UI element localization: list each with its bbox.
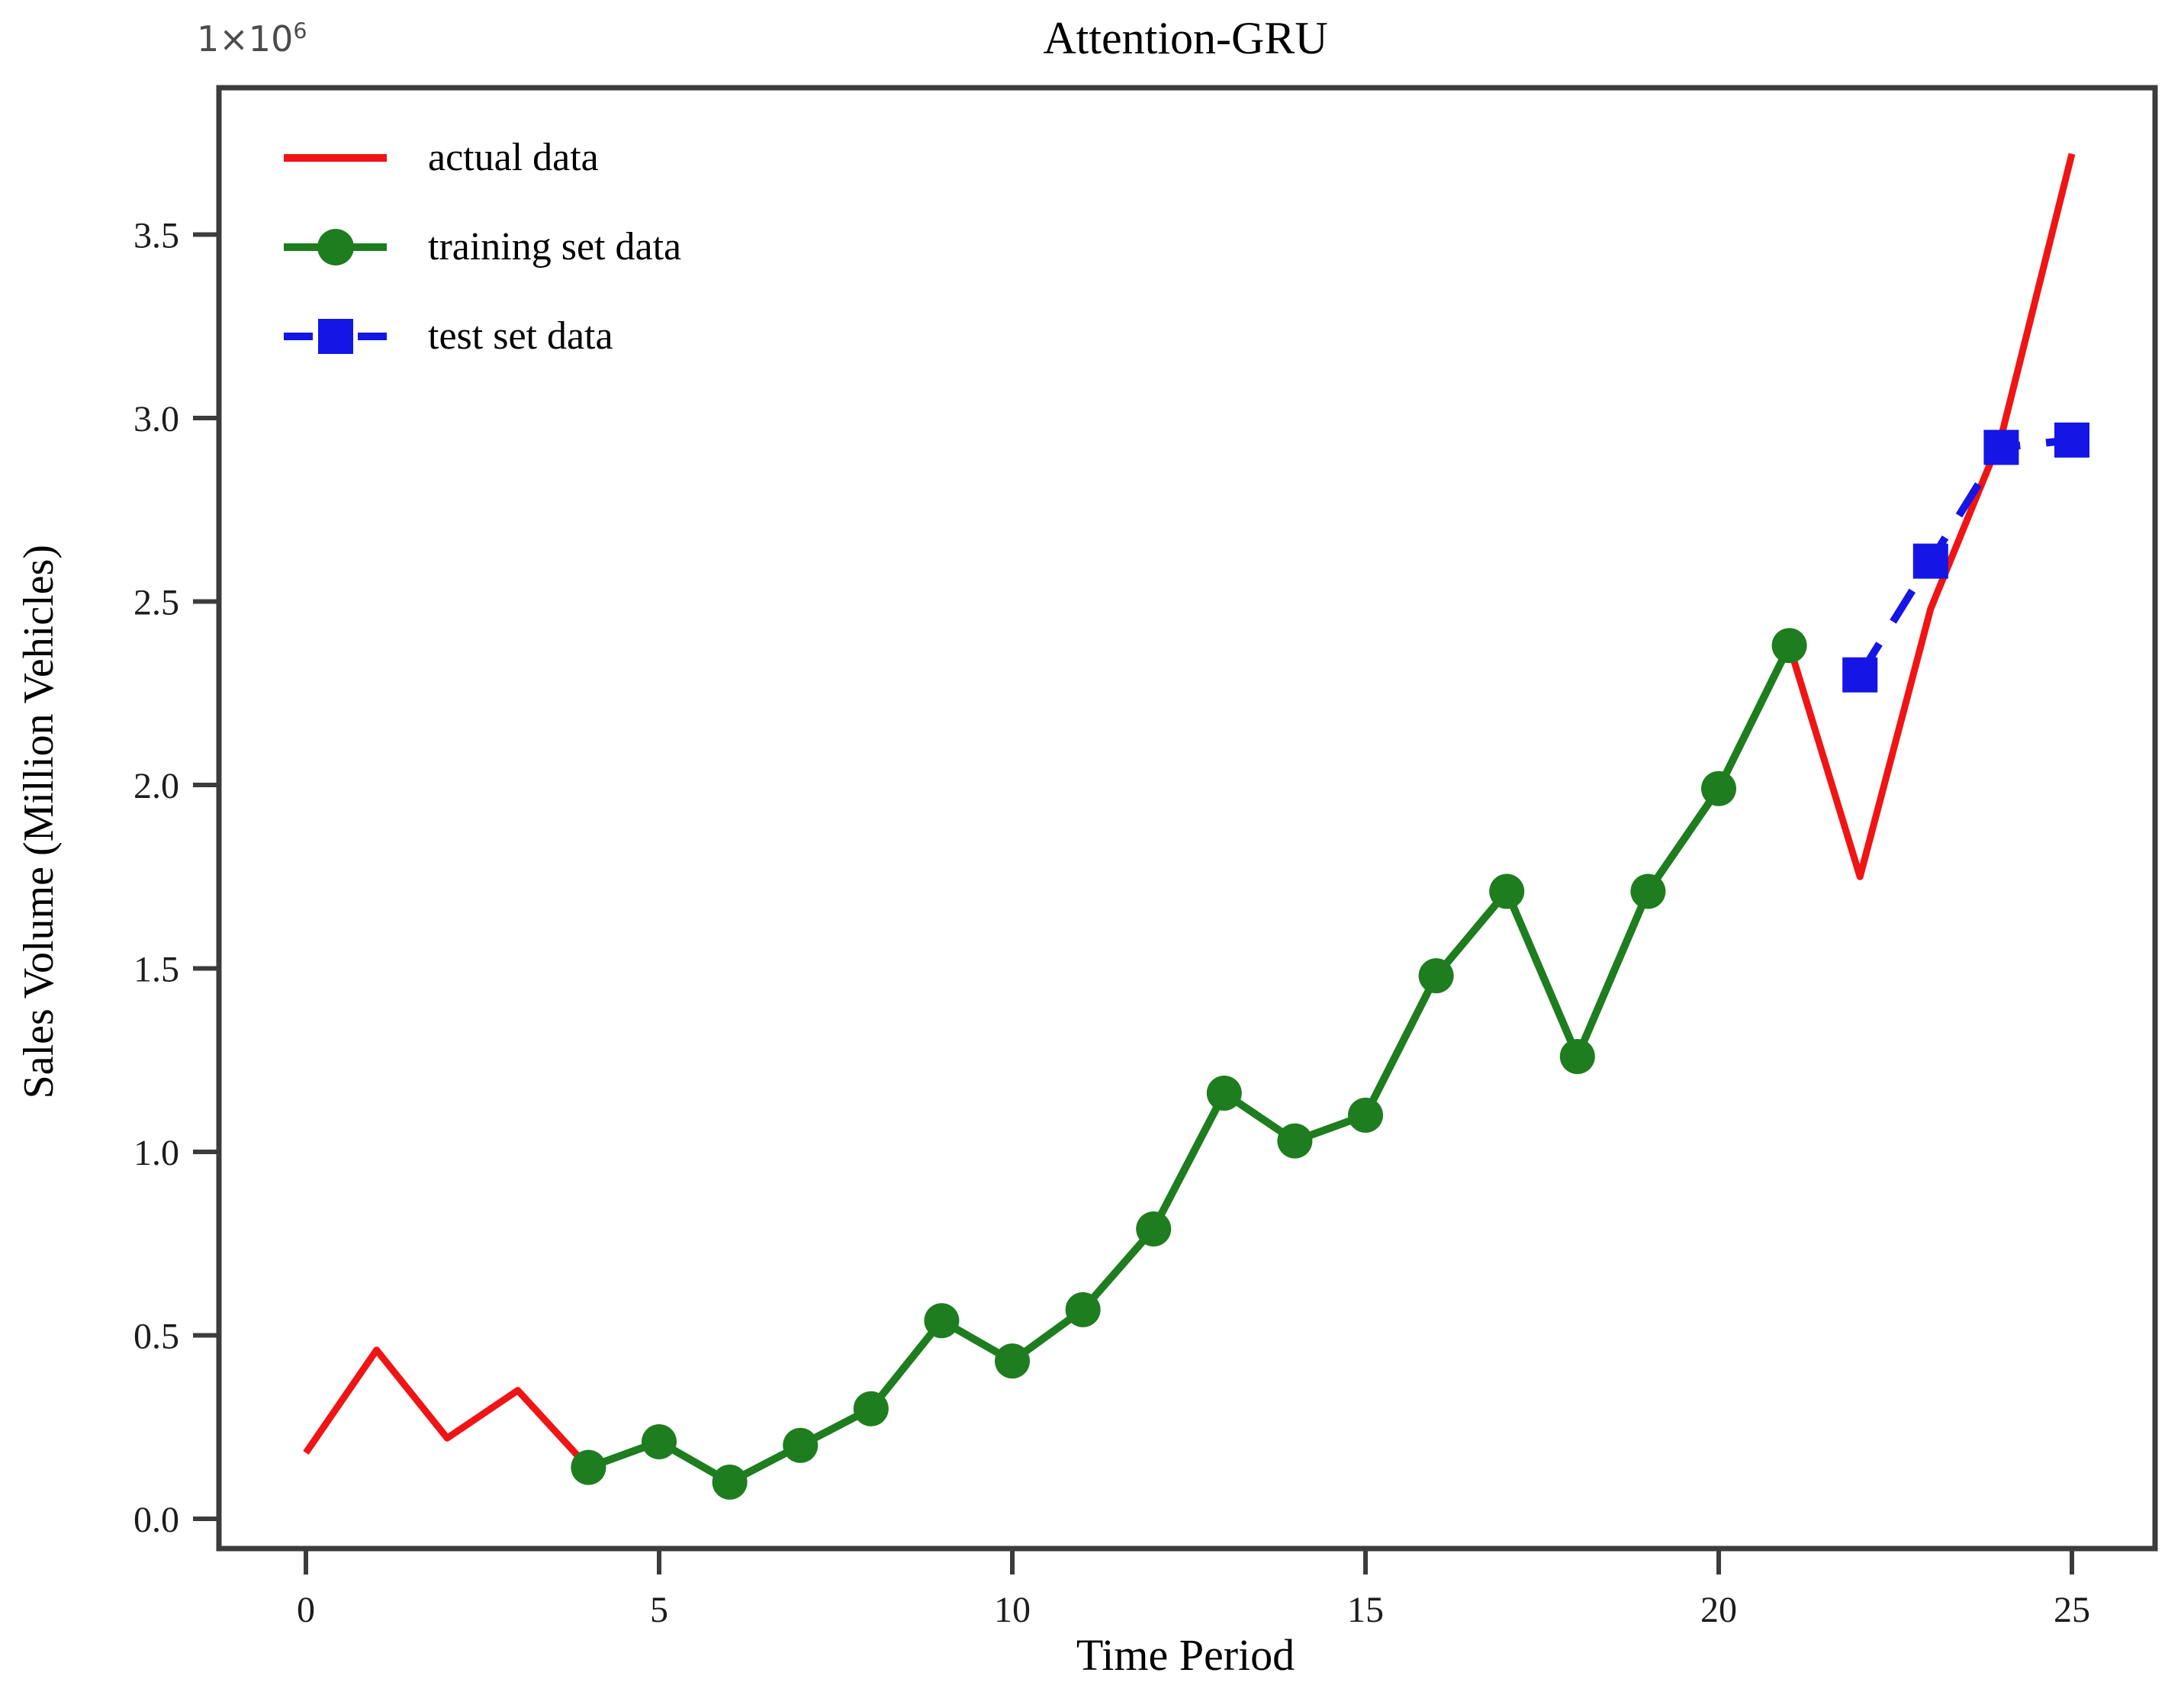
- data-point-circle: [1771, 628, 1807, 664]
- y-axis-label: Sales Volume (Million Vehicles): [15, 545, 63, 1099]
- x-tick-label: 10: [994, 1590, 1031, 1630]
- green-circle-marker-icon: [317, 228, 354, 265]
- data-point-circle: [571, 1449, 606, 1485]
- data-point-circle: [1559, 1038, 1595, 1074]
- data-point-square: [1983, 429, 2019, 465]
- data-point-circle: [1630, 873, 1666, 909]
- chart-title: Attention-GRU: [1043, 13, 1328, 63]
- legend: actual data training set data test set d…: [284, 113, 681, 381]
- data-point-circle: [712, 1464, 748, 1500]
- data-point-circle: [783, 1427, 819, 1463]
- x-axis-label: Time Period: [1076, 1630, 1295, 1680]
- blue-dash-left-icon: [284, 332, 313, 340]
- series-line-2: [1856, 436, 2073, 677]
- data-point-circle: [1065, 1291, 1101, 1327]
- series-line-1: [587, 644, 1793, 1486]
- legend-sample-training: [284, 224, 387, 270]
- y-tick-label: 0.0: [133, 1500, 179, 1540]
- offset-base: 1×10: [197, 18, 294, 60]
- legend-label-test: test set data: [428, 314, 613, 358]
- blue-dash-right-icon: [358, 332, 387, 340]
- x-tick-label: 15: [1347, 1590, 1384, 1630]
- legend-label-actual: actual data: [428, 136, 599, 179]
- x-tick-label: 20: [1700, 1590, 1737, 1630]
- legend-label-training: training set data: [428, 225, 682, 269]
- x-tick-label: 25: [2054, 1590, 2090, 1630]
- y-tick-label: 2.0: [133, 766, 179, 806]
- plot-border: [216, 85, 2158, 1552]
- legend-sample-actual: [284, 135, 387, 181]
- y-tick-label: 1.5: [133, 950, 179, 990]
- data-point-circle: [1701, 770, 1736, 806]
- y-tick-label: 0.5: [133, 1317, 179, 1357]
- legend-item-test-set-data: test set data: [284, 291, 681, 381]
- data-point-circle: [853, 1391, 889, 1427]
- data-point-square: [1842, 657, 1878, 693]
- data-point-circle: [1348, 1097, 1383, 1133]
- data-point-circle: [1418, 958, 1454, 994]
- blue-square-marker-icon: [317, 318, 353, 354]
- y-tick-label: 2.5: [133, 583, 179, 623]
- data-point-circle: [924, 1303, 960, 1339]
- data-point-circle: [642, 1423, 677, 1459]
- legend-sample-test: [284, 314, 387, 359]
- y-tick-label: 3.0: [133, 399, 179, 439]
- red-line-swatch-icon: [284, 153, 387, 162]
- x-tick-label: 5: [650, 1590, 668, 1630]
- x-tick-label: 0: [297, 1590, 315, 1630]
- data-point-circle: [1277, 1123, 1313, 1159]
- data-point-square: [1912, 543, 1948, 579]
- data-point-circle: [1489, 873, 1525, 909]
- data-point-circle: [1136, 1211, 1172, 1247]
- legend-item-training-set-data: training set data: [284, 202, 681, 291]
- data-point-circle: [1206, 1076, 1242, 1111]
- data-point-square: [2054, 422, 2089, 458]
- data-point-circle: [995, 1343, 1030, 1379]
- offset-exponent: 6: [293, 18, 307, 44]
- y-axis-offset-label: 1×106: [197, 18, 307, 60]
- legend-item-actual-data: actual data: [284, 113, 681, 202]
- y-tick-label: 3.5: [133, 216, 179, 256]
- y-tick-label: 1.0: [133, 1133, 179, 1173]
- y-axis-label-wrap: Sales Volume (Million Vehicles): [12, 88, 66, 1556]
